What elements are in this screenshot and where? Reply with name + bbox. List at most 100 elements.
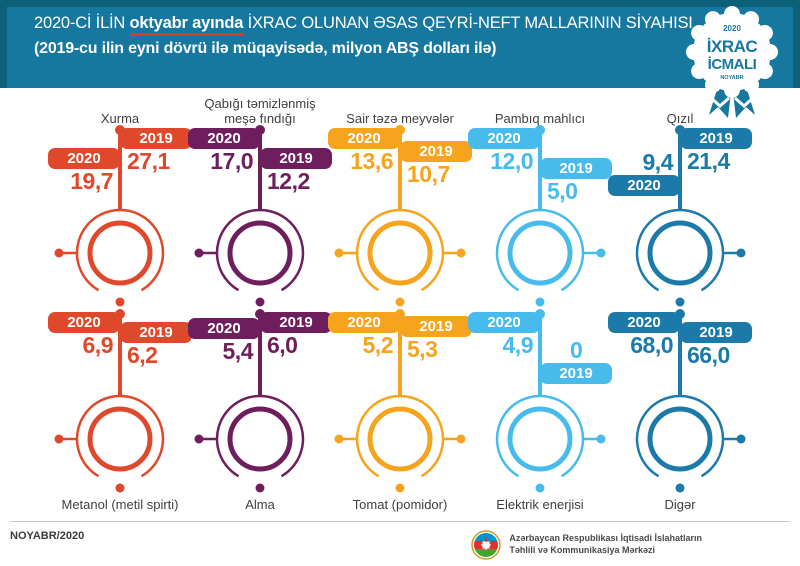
year-pill-2019: 2019 [680, 322, 752, 343]
value-flags: 2020 17,0 2019 12,2 [188, 125, 332, 207]
badge-year: 2020 [723, 24, 741, 33]
bottom-node-dot [395, 483, 405, 493]
flag-2019: 2019 5,0 [540, 158, 612, 204]
flag-2020: 2020 5,2 [328, 312, 400, 358]
flag-2020: 2020 13,6 [328, 128, 400, 174]
flag-2020: 2020 5,4 [188, 318, 260, 364]
value-2019: 27,1 [127, 148, 170, 174]
year-pill-2019: 2019 [120, 322, 192, 343]
flag-2020: 2020 6,9 [48, 312, 120, 358]
product-circle [194, 392, 305, 493]
value-2020: 13,6 [350, 148, 393, 174]
title-highlight: oktyabr ayında [129, 14, 243, 36]
flag-2019: 2019 5,3 [400, 316, 472, 362]
flag-2020: 2020 12,0 [468, 128, 540, 174]
rosette-icon: 2020 İXRAC İCMALI NOYABR [686, 6, 778, 118]
bottom-node-dot [675, 483, 685, 493]
flag-stem [258, 132, 262, 207]
product-item: 2020 68,0 2019 66,0 Digər [608, 309, 752, 530]
badge-line1: İXRAC [707, 37, 758, 56]
product-name: Pambıq mahlıcı [494, 110, 586, 126]
flag-2019: 2019 21,4 [680, 128, 752, 174]
flag-2020: 9,4 2020 [608, 150, 680, 196]
right-node-dot [596, 434, 606, 444]
product-name: Metanol (metil spirti) [61, 497, 179, 512]
product-name: Qızıl [666, 110, 694, 126]
top-node-dot [395, 125, 405, 135]
bottom-node-dot [535, 297, 545, 307]
year-pill-2019: 2019 [260, 312, 332, 333]
product-circle [495, 206, 606, 307]
badge-line2: İCMALI [708, 56, 757, 73]
top-node-dot [395, 309, 405, 319]
left-node-dot [194, 434, 204, 444]
year-pill-2020: 2020 [48, 148, 120, 169]
flag-stem [398, 132, 402, 207]
product-grid: Xurma 2020 19,7 2019 27,1 Qabığı təmizlənm… [0, 88, 800, 530]
flag-stem [398, 316, 402, 393]
product-name: Qabığı təmizlənmiş meşə fındığı [204, 96, 316, 126]
value-2020: 5,2 [362, 332, 394, 358]
value-2020: 5,4 [222, 338, 254, 364]
footer-divider [10, 521, 790, 522]
product-item: 2020 6,9 2019 6,2 Metanol (metil spirti) [48, 309, 192, 530]
product-circle [334, 206, 466, 307]
value-2020: 19,7 [70, 168, 113, 194]
value-2019: 10,7 [407, 161, 450, 187]
value-2019: 6,0 [267, 332, 298, 358]
flag-2019: 2019 12,2 [260, 148, 332, 194]
bottom-node-dot [675, 297, 685, 307]
flag-2019: 0 2019 [540, 338, 612, 384]
right-node-dot [736, 434, 746, 444]
bottom-node-dot [255, 483, 265, 493]
product-circle [635, 206, 746, 307]
product-name: Elektrik enerjisi [496, 497, 584, 512]
value-2020: 6,9 [82, 332, 114, 358]
top-node-dot [115, 309, 125, 319]
value-2019: 5,0 [547, 178, 578, 204]
product-item: Qabığı təmizlənmiş meşə fındığı 2020 17,0… [188, 94, 332, 308]
value-2019: 6,2 [127, 342, 158, 368]
badge-month: NOYABR [720, 75, 743, 81]
bottom-node-dot [255, 297, 265, 307]
flag-stem [538, 316, 542, 393]
top-node-dot [675, 125, 685, 135]
product-circle [54, 206, 165, 307]
value-2019: 0 [570, 337, 583, 363]
title-subtitle: (2019-cu ilin eyni dövrü ilə müqayisədə,… [34, 40, 497, 57]
footer-org-line1: Azərbaycan Respublikası İqtisadi İslahat… [509, 533, 702, 544]
value-2019: 5,3 [407, 336, 438, 362]
year-pill-2019: 2019 [260, 148, 332, 169]
year-pill-2019: 2019 [540, 158, 612, 179]
left-node-dot [54, 434, 64, 444]
year-pill-2020: 2020 [48, 312, 120, 333]
footer-org: Azərbaycan Respublikası İqtisadi İslahat… [471, 530, 702, 560]
year-pill-2020: 2020 [608, 175, 680, 196]
value-2020: 17,0 [210, 148, 253, 174]
left-node-dot [54, 248, 64, 258]
footer-date: NOYABR/2020 [10, 530, 85, 542]
top-node-dot [535, 125, 545, 135]
value-2020: 12,0 [490, 148, 533, 174]
value-flags: 2020 19,7 2019 27,1 [48, 125, 192, 207]
flag-2020: 2020 68,0 [608, 312, 680, 358]
title-line1: 2020-Cİ İLİN oktyabr ayında İXRAC OLUNAN… [34, 14, 693, 36]
right-node-dot [736, 248, 746, 258]
flag-2020: 2020 17,0 [188, 128, 260, 174]
value-flags: 2020 4,9 0 2019 [468, 309, 612, 393]
value-flags: 2020 12,0 2019 5,0 [468, 125, 612, 207]
flag-stem [118, 132, 122, 207]
value-2020: 4,9 [502, 332, 534, 358]
footer-org-line2: Təhlili və Kommunikasiya Mərkəzi [509, 545, 655, 555]
flag-2019: 2019 6,2 [120, 322, 192, 368]
footer-org-text: Azərbaycan Respublikası İqtisadi İslahat… [509, 533, 702, 556]
product-circle [54, 392, 165, 493]
value-2019: 12,2 [267, 168, 310, 194]
value-flags: 2020 68,0 2019 66,0 [608, 309, 752, 393]
year-pill-2020: 2020 [328, 128, 400, 149]
year-pill-2019: 2019 [680, 128, 752, 149]
value-flags: 2020 5,4 2019 6,0 [188, 309, 332, 393]
header-band-inner [7, 7, 793, 88]
grid-row-1: Xurma 2020 19,7 2019 27,1 Qabığı təmizlənm… [0, 94, 800, 308]
right-node-dot [456, 248, 466, 258]
